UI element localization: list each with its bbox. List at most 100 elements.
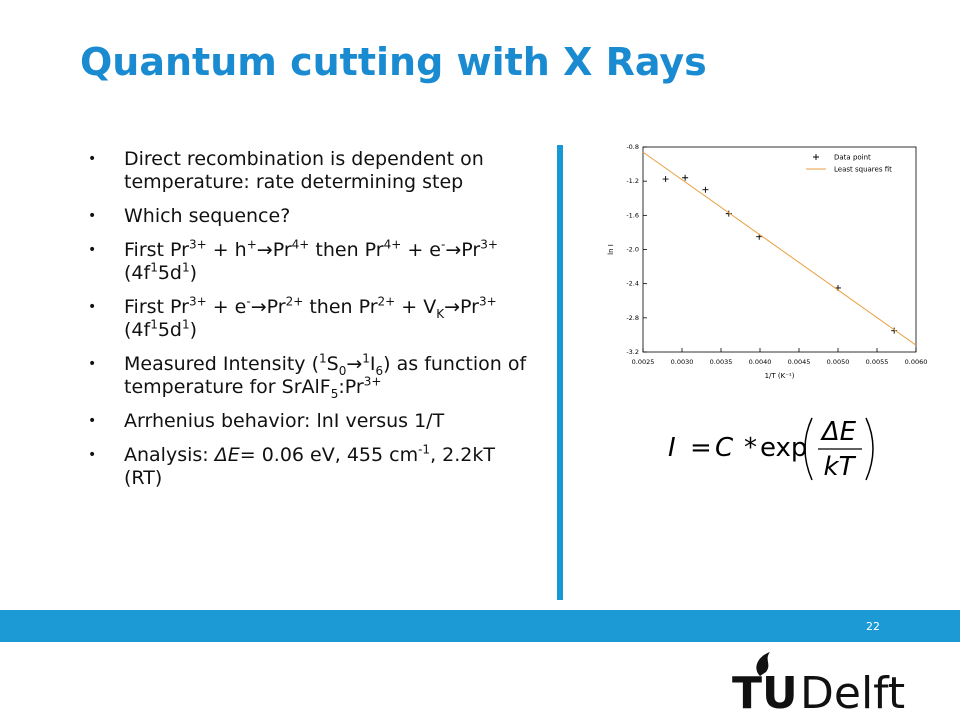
legend-marker	[813, 154, 819, 160]
bullet-text: 1	[319, 351, 327, 366]
bullet-text: 2+	[377, 294, 396, 309]
bullet-text: First Pr	[124, 296, 189, 318]
formula-c: C	[715, 433, 734, 463]
formula-op: *	[744, 433, 757, 463]
footer-bar	[0, 610, 960, 642]
bullet-text: (4f	[124, 262, 151, 284]
bullet: Which sequence?	[88, 205, 538, 228]
bullet-text: )	[189, 262, 198, 284]
logo-flame	[756, 652, 770, 676]
bullet-text: = 0.06 eV, 455 cm	[239, 444, 419, 466]
x-tick-label: 0.0055	[866, 358, 889, 366]
bullet-text: →Pr	[445, 239, 481, 261]
x-axis-label: 1/T (K⁻¹)	[765, 372, 795, 380]
bullet-text: + e	[401, 239, 441, 261]
bullet-text: 1	[150, 260, 158, 275]
bullet-text: -	[441, 237, 446, 252]
bullet-text: Analysis:	[124, 444, 215, 466]
bullet-text: K	[436, 306, 445, 321]
bullet: Direct recombination is dependent on tem…	[88, 148, 538, 194]
bullet-text: , 2.2kT (RT)	[124, 444, 495, 489]
x-tick-label: 0.0040	[749, 358, 772, 366]
bullet-text: →Pr	[444, 296, 479, 318]
bullet-text: :Pr	[338, 376, 364, 398]
bullet: Arrhenius behavior: lnI versus 1/T	[88, 410, 538, 433]
bullet-text: →Pr	[250, 296, 286, 318]
bullet-text: 4+	[291, 237, 310, 252]
data-point	[662, 176, 669, 183]
formula: I = C * exp ΔE kT	[668, 417, 874, 482]
bullet-text: 3+	[478, 294, 497, 309]
bullet: Measured Intensity (1S0→1I6) as function…	[88, 351, 538, 401]
bullet-text: + e	[206, 296, 247, 318]
bullet-text: 3+	[188, 237, 207, 252]
bullet-text: 1	[182, 260, 190, 275]
bullet: First Pr3+ + h+→Pr4+ then Pr4+ + e-→Pr3+…	[88, 239, 538, 285]
bullet-text: 3+	[480, 237, 498, 252]
formula-fn: exp	[760, 433, 807, 463]
logo-delft: Delft	[800, 668, 905, 719]
x-tick-label: 0.0060	[905, 358, 928, 366]
bullet-text: 5d	[157, 319, 182, 341]
formula-lhs: I	[668, 433, 676, 463]
legend-label: Data point	[834, 154, 871, 162]
slide-title: Quantum cutting with X Rays	[80, 40, 707, 84]
bullet-text: +	[246, 237, 257, 252]
data-point	[682, 174, 689, 181]
logo-tu: TU	[732, 668, 798, 719]
fit-line	[642, 151, 917, 346]
bullet-text: Direct recombination is dependent on tem…	[124, 148, 484, 193]
bullet-text: )	[189, 319, 198, 341]
bullet-list: Direct recombination is dependent on tem…	[88, 148, 538, 501]
bullet-text: S	[326, 353, 339, 375]
y-tick-label: -3.2	[626, 348, 639, 356]
x-tick-label: 0.0030	[671, 358, 694, 366]
x-tick-label: 0.0035	[710, 358, 733, 366]
formula-num: ΔE	[820, 417, 857, 447]
bullet-text: First Pr	[124, 239, 189, 261]
bullet-text: 4+	[383, 237, 402, 252]
bullet-text: Arrhenius behavior: lnI versus 1/T	[124, 410, 445, 432]
y-tick-label: -1.6	[626, 211, 639, 219]
bullet-text: + h	[206, 239, 247, 261]
x-tick-label: 0.0045	[788, 358, 811, 366]
bullet-text: 5	[330, 386, 339, 401]
x-tick-label: 0.0050	[827, 358, 850, 366]
bullet-text: 3+	[363, 374, 382, 389]
bullet-text: 1	[150, 317, 158, 332]
y-tick-label: -2.4	[626, 280, 639, 288]
bullet-text: I	[369, 353, 376, 375]
bullet-text: then Pr	[309, 239, 384, 261]
bullet-text: Which sequence?	[124, 205, 291, 227]
divider	[557, 145, 563, 600]
data-point	[702, 186, 709, 193]
bullet-text: (4f	[124, 319, 151, 341]
formula-den: kT	[824, 452, 857, 482]
bullet-text: 1	[182, 317, 190, 332]
y-axis-label: ln I	[607, 244, 615, 255]
bullet-text: -	[246, 294, 251, 309]
bullet-text: 6	[375, 363, 384, 378]
logo: TU Delft	[732, 652, 905, 719]
bullet-text: 1	[362, 351, 370, 366]
y-tick-label: -2.8	[626, 314, 639, 322]
bullet: First Pr3+ + e-→Pr2+ then Pr2+ + VK→Pr3+…	[88, 296, 538, 342]
y-tick-label: -1.2	[626, 177, 639, 185]
bullet-text: 5d	[157, 262, 182, 284]
bullet-text: →Pr	[256, 239, 292, 261]
bullet-text: 0	[338, 363, 347, 378]
bullet-text: →	[346, 353, 363, 375]
bullet-text: 3+	[188, 294, 207, 309]
y-tick-label: -0.8	[626, 143, 639, 151]
page-number: 22	[866, 620, 880, 633]
bullet-text: ) as function of temperature for SrAlF	[124, 353, 527, 398]
bullet-text: + V	[395, 296, 437, 318]
y-tick-label: -2.0	[626, 246, 639, 254]
bullet-text: Measured Intensity (	[124, 353, 320, 375]
bullet-text: -1	[418, 442, 431, 457]
bullet-text: then Pr	[303, 296, 378, 318]
x-tick-label: 0.0025	[632, 358, 655, 366]
bullet-text: ΔE	[214, 444, 240, 466]
paren	[865, 417, 874, 481]
